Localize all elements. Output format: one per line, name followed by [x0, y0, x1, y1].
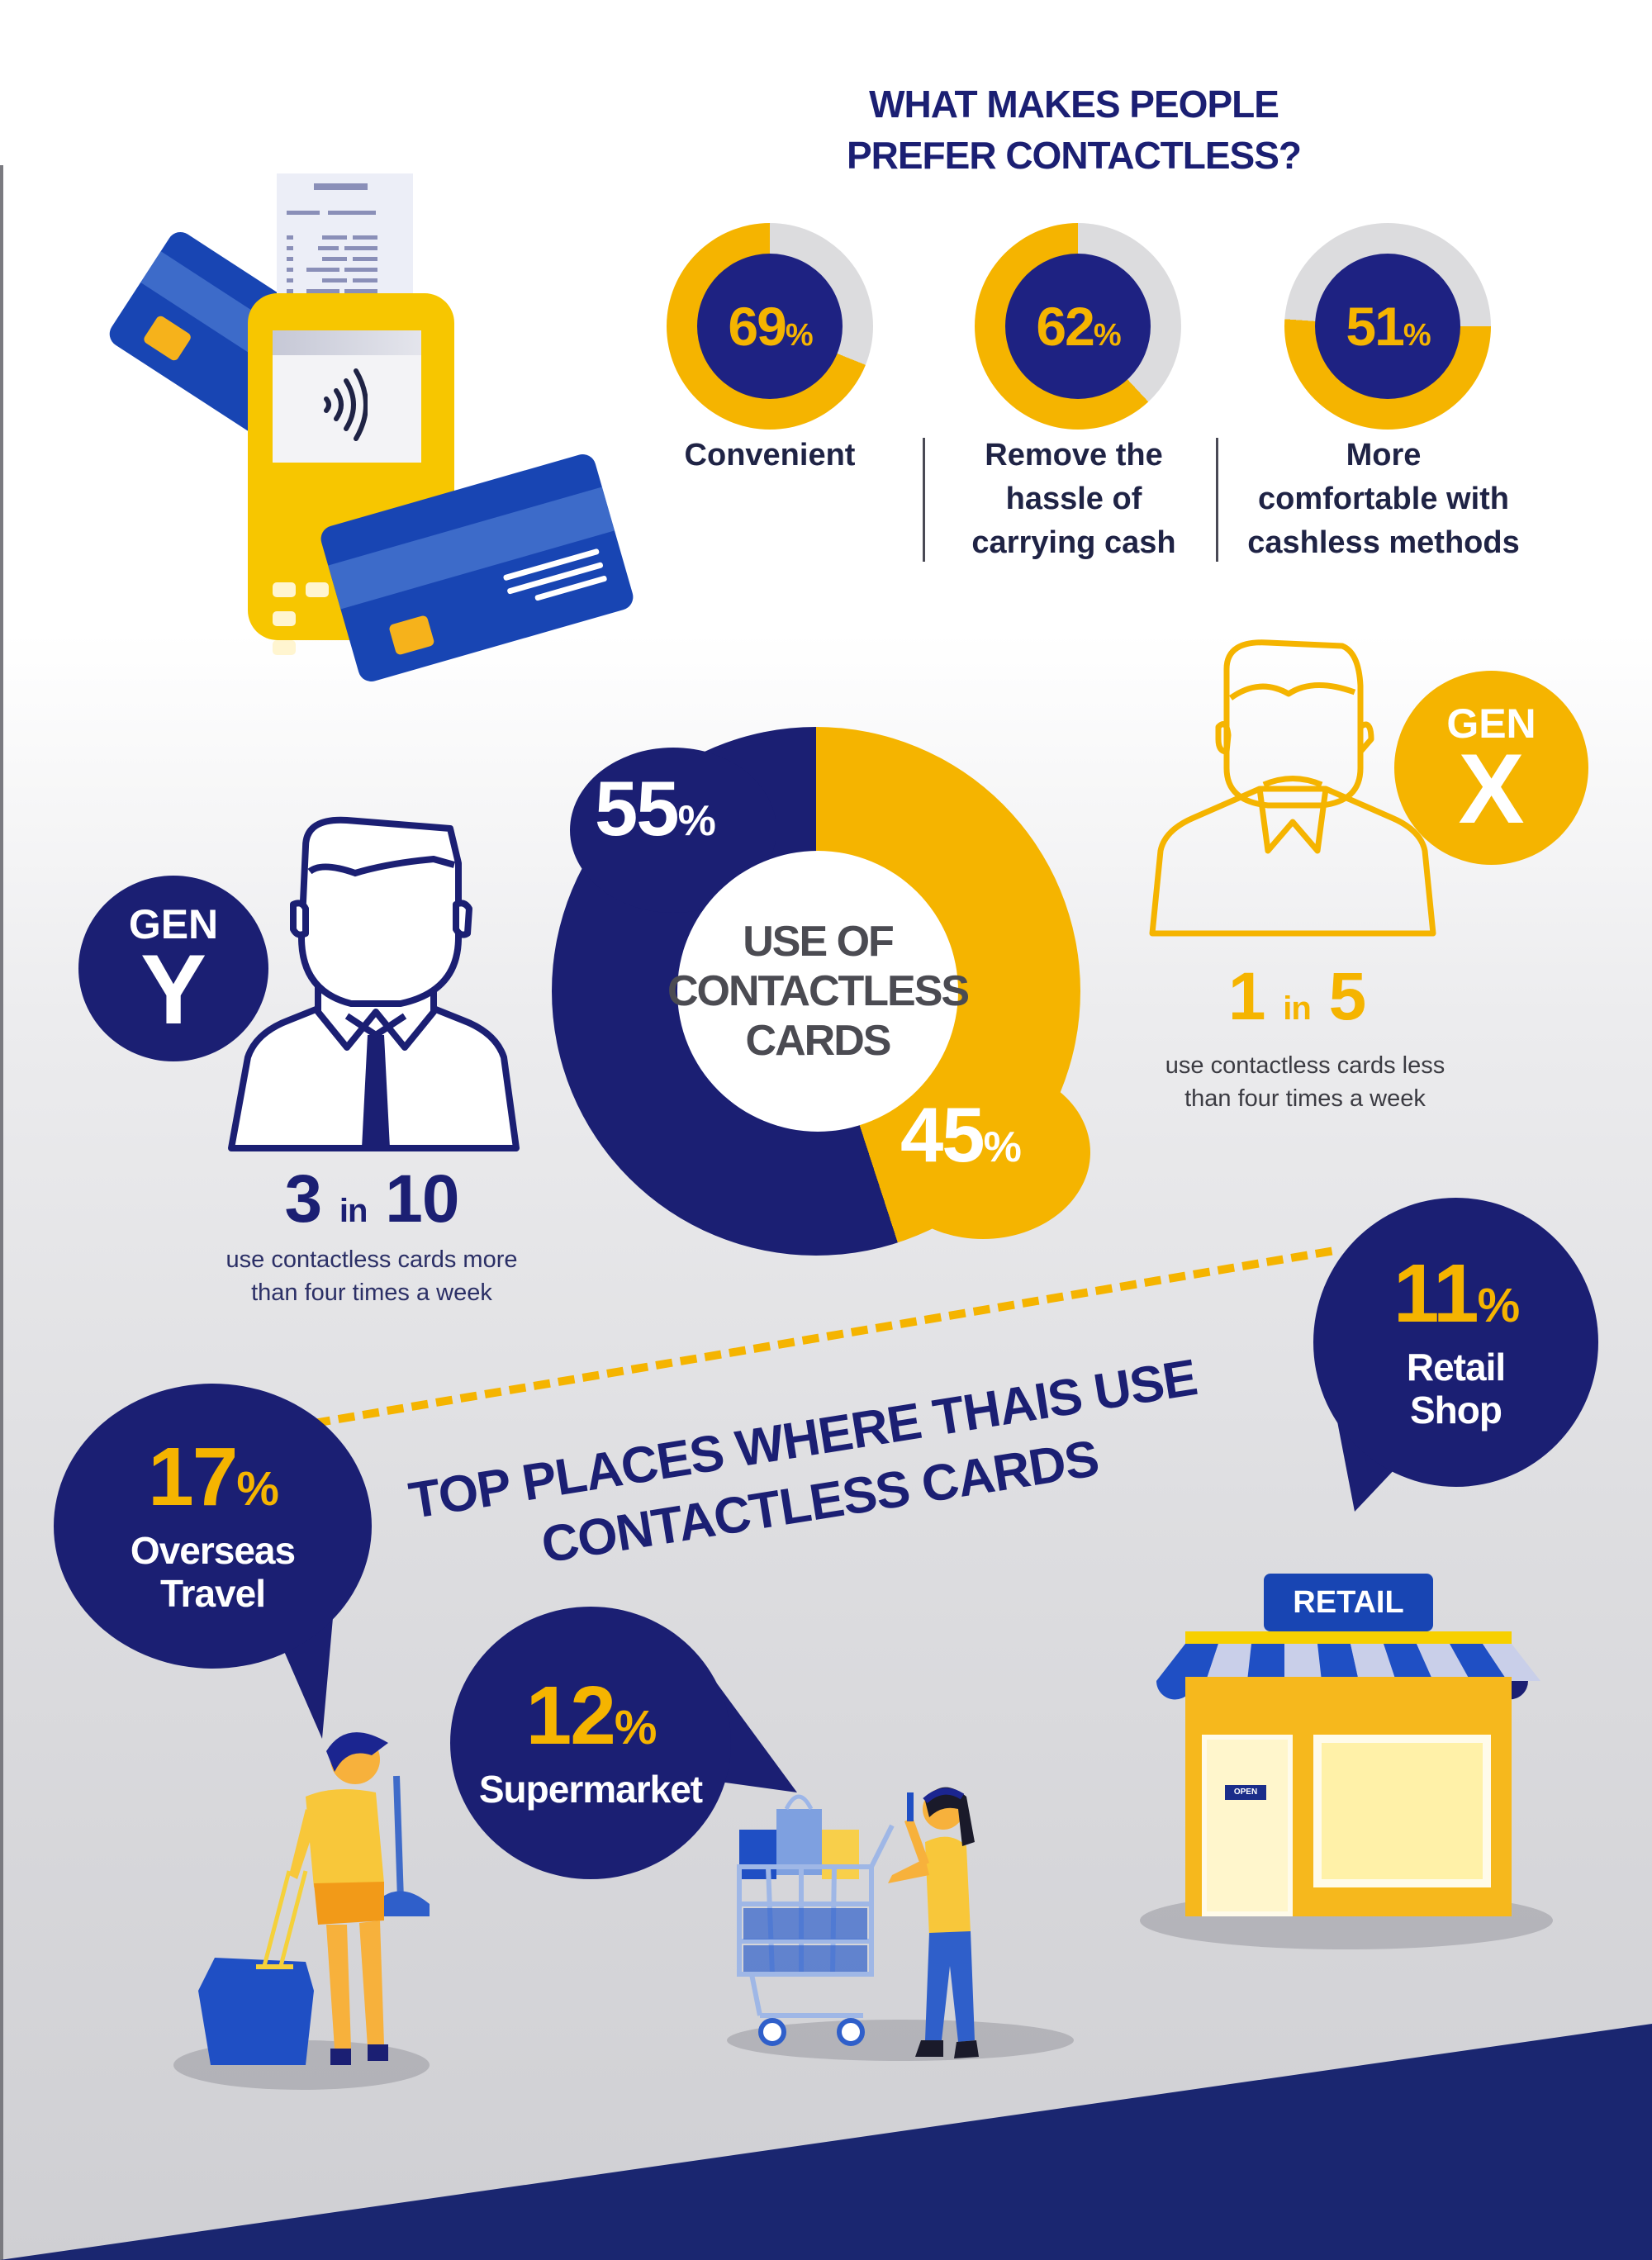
reason-text: comfortable with	[1257, 482, 1510, 516]
reason-text: cashless methods	[1247, 525, 1520, 560]
gen-x-description: use contactless cards less than four tim…	[1165, 1052, 1446, 1112]
place-bubble-supermarket: 12% Supermarket	[450, 1607, 731, 1879]
ring-gauge-hassle: 62%	[975, 223, 1181, 430]
store-door: OPEN	[1202, 1735, 1293, 1916]
gen-y-badge: GEN Y	[78, 876, 268, 1061]
donut-center: USE OF CONTACTLESS CARDS	[667, 851, 970, 1132]
ring-gauge-convenient: 69%	[667, 223, 873, 430]
divider	[923, 438, 925, 562]
reason-text: carrying cash	[971, 525, 1176, 560]
ring-gauge-cashless: 51%	[1284, 223, 1491, 430]
reason-label-convenient: Convenient	[629, 434, 910, 477]
reason-label-cashless: More comfortable with cashless methods	[1243, 434, 1524, 565]
section1-title: WHAT MAKES PEOPLE PREFER CONTACTLESS?	[793, 78, 1355, 181]
gen-y-share: 55%	[595, 765, 716, 852]
donut-label: CONTACTLESS	[667, 967, 970, 1015]
reason-text: Remove the	[985, 438, 1163, 472]
open-sign: OPEN	[1225, 1785, 1266, 1800]
gen-y-person-icon	[228, 816, 520, 1151]
divider	[1216, 438, 1218, 562]
store-window	[1313, 1735, 1491, 1887]
gen-x-ratio: 1 in 5	[1227, 959, 1366, 1034]
awning-bar	[1185, 1631, 1512, 1644]
shopping-cart-woman-icon	[737, 1787, 979, 2058]
donut-label: USE OF	[743, 918, 895, 966]
terminal-screen	[273, 330, 421, 463]
section3-title: TOP PLACES WHERE THAIS USE CONTACTLESS C…	[405, 1315, 1404, 1598]
reason-text: hassle of	[1005, 482, 1142, 516]
gen-x-share: 45%	[900, 1091, 1022, 1178]
gen-x-badge: GEN X	[1394, 671, 1588, 865]
donut-label: CARDS	[745, 1017, 892, 1065]
left-border	[0, 165, 3, 2260]
store-sign: RETAIL	[1264, 1574, 1433, 1631]
title-line-2: PREFER CONTACTLESS?	[846, 134, 1302, 177]
reason-label-hassle: Remove the hassle of carrying cash	[933, 434, 1214, 565]
gen-x-person-icon	[1149, 639, 1436, 937]
place-bubble-retail-shop: 11% Retail Shop	[1313, 1198, 1598, 1487]
gen-y-ratio: 3 in 10	[284, 1161, 460, 1237]
contactless-icon	[324, 368, 368, 441]
traveler-woman-icon	[198, 1732, 430, 2065]
place-bubble-overseas-travel: 17% Overseas Travel	[54, 1384, 372, 1669]
title-line-1: WHAT MAKES PEOPLE	[869, 83, 1279, 126]
reason-text: Convenient	[684, 438, 856, 472]
reason-text: More	[1346, 438, 1422, 472]
gen-y-description: use contactless cards more than four tim…	[225, 1246, 518, 1306]
